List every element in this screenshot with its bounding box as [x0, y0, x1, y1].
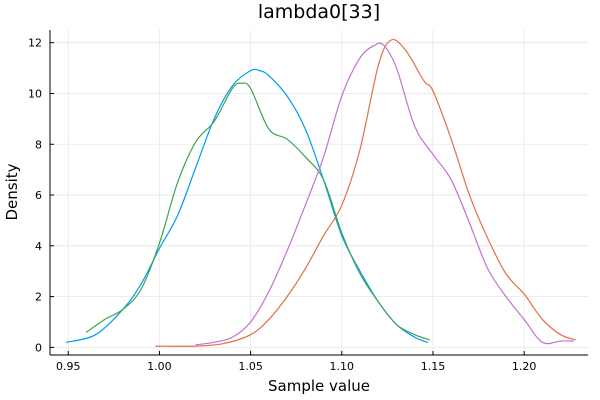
series-layer	[65, 38, 576, 347]
y-ticks: 0 2 4 6 8 10 12	[28, 37, 54, 354]
y-tick-label: 2	[35, 291, 42, 304]
grid	[50, 30, 588, 355]
chart-title: lambda0[33]	[258, 1, 380, 23]
axes	[49, 30, 588, 356]
density-series-2	[155, 38, 576, 347]
x-axis-title: Sample value	[268, 377, 370, 395]
x-tick-label: 1.00	[147, 360, 172, 373]
x-ticks: 0.95 1.00 1.05 1.10 1.15 1.20	[56, 351, 536, 373]
x-tick-label: 1.15	[421, 360, 446, 373]
x-tick-label: 1.05	[238, 360, 263, 373]
y-tick-label: 0	[35, 341, 42, 354]
y-axis-title: Density	[3, 163, 21, 220]
y-tick-label: 10	[28, 87, 42, 100]
density-series-1	[65, 68, 429, 343]
y-tick-label: 12	[28, 37, 42, 50]
y-tick-label: 8	[35, 138, 42, 151]
x-tick-label: 0.95	[56, 360, 81, 373]
density-series-3	[85, 82, 430, 341]
density-series-4	[195, 42, 575, 346]
y-tick-label: 4	[35, 240, 42, 253]
x-tick-label: 1.20	[512, 360, 537, 373]
x-tick-label: 1.10	[330, 360, 355, 373]
y-tick-label: 6	[35, 189, 42, 202]
